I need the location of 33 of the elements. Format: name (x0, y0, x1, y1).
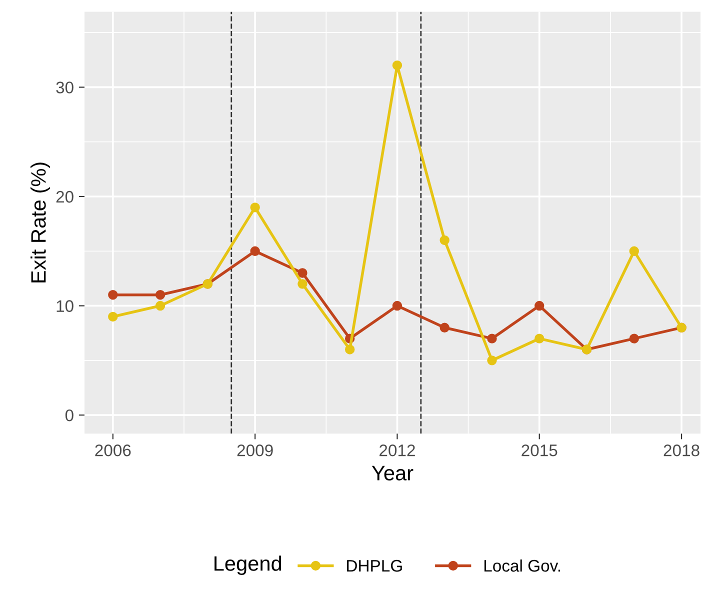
point (534, 334, 544, 344)
x-tick-label: 2018 (664, 444, 700, 456)
point (155, 300, 166, 311)
x-axis-title: Year (372, 466, 414, 480)
point (487, 356, 497, 366)
y-tick-label: 0 (65, 409, 74, 422)
point (487, 334, 497, 344)
point (250, 202, 260, 212)
point (155, 290, 166, 300)
point (629, 334, 640, 344)
point (440, 235, 450, 246)
legend-label: DHPLG (347, 560, 402, 572)
y-tick-label: 30 (56, 82, 74, 94)
point (250, 246, 260, 256)
legend-label: Local Gov. (484, 559, 560, 572)
point (629, 246, 640, 256)
point (392, 300, 402, 311)
point (298, 279, 308, 289)
y-axis-title: Exit Rate (%) (30, 162, 50, 282)
point (108, 290, 118, 300)
y-tick-label: 20 (56, 190, 74, 203)
x-tick-label: 2015 (522, 444, 558, 456)
point (344, 344, 355, 354)
x-tick-label: 2009 (237, 444, 273, 456)
point (108, 312, 118, 322)
point (440, 322, 450, 333)
point (392, 60, 402, 70)
point (298, 268, 308, 278)
point (534, 300, 544, 311)
legend-title: Legend (214, 556, 282, 575)
y-tick-label: 10 (56, 300, 74, 312)
x-tick-label: 2006 (95, 444, 131, 456)
x-tick-label: 2012 (380, 444, 415, 456)
